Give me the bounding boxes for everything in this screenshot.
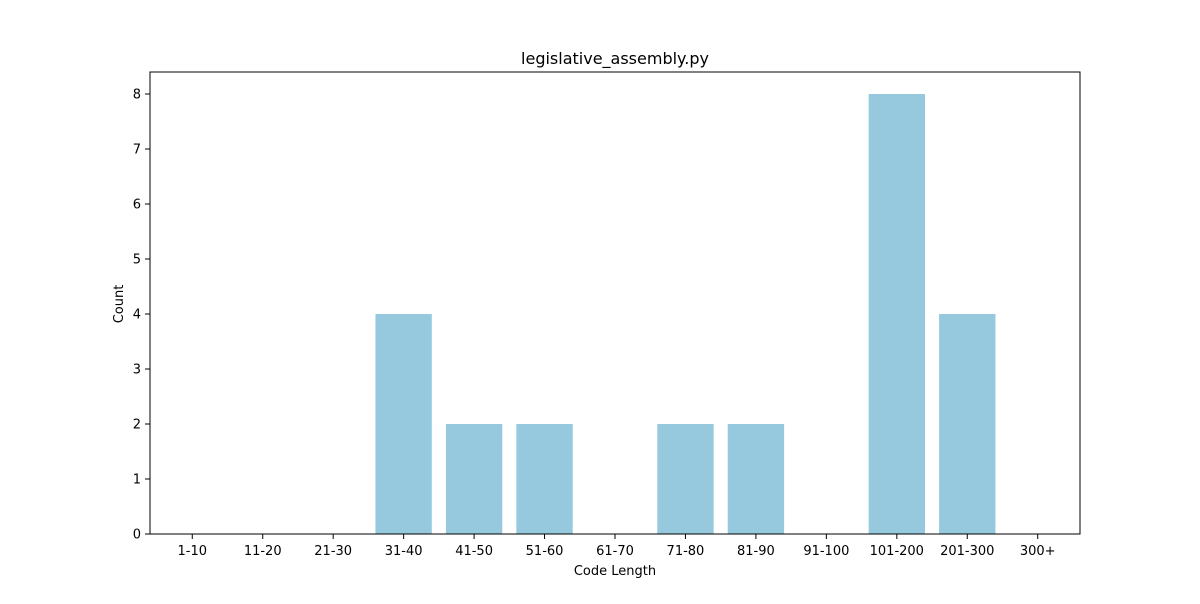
y-tick-label: 5: [133, 253, 141, 268]
x-tick-label: 201-300: [940, 544, 994, 559]
bar-31-40: [375, 314, 432, 534]
x-tick-label: 41-50: [455, 544, 493, 559]
x-tick-label: 1-10: [178, 544, 208, 559]
y-tick-label: 4: [133, 308, 141, 323]
y-tick-label: 1: [133, 473, 141, 488]
x-tick-label: 101-200: [870, 544, 924, 559]
y-tick-label: 2: [133, 418, 141, 433]
x-ticks-group: 1-10 11-20 21-30 31-40 41-50 51-60 61-70 71-80 8…: [178, 534, 1056, 559]
bar-101-200: [868, 94, 925, 534]
x-tick-label: 11-20: [244, 544, 282, 559]
y-tick-label: 3: [133, 363, 141, 378]
chart-title: legislative_assembly.py: [521, 49, 709, 69]
y-tick-label: 6: [133, 198, 141, 213]
bars-group: [375, 94, 996, 534]
y-ticks-group: 0 1 2 3 4 5 6 7 8: [133, 88, 150, 543]
bar-41-50: [445, 424, 503, 534]
x-tick-label: 71-80: [667, 544, 705, 559]
y-tick-label: 7: [133, 143, 141, 158]
x-tick-label: 300+: [1020, 544, 1056, 559]
y-tick-label: 8: [133, 88, 141, 103]
x-tick-label: 81-90: [737, 544, 775, 559]
x-tick-label: 31-40: [385, 544, 423, 559]
x-tick-label: 61-70: [596, 544, 634, 559]
bar-71-80: [657, 424, 714, 534]
y-axis-label: Count: [112, 285, 127, 324]
x-tick-label: 91-100: [803, 544, 849, 559]
y-tick-label: 0: [133, 528, 141, 543]
bar-51-60: [516, 424, 573, 534]
plot-frame: [149, 71, 1081, 535]
bar-201-300: [939, 314, 996, 534]
x-tick-label: 21-30: [314, 544, 352, 559]
x-tick-label: 51-60: [526, 544, 564, 559]
bar-81-90: [727, 424, 785, 534]
x-axis-label: Code Length: [574, 564, 656, 579]
